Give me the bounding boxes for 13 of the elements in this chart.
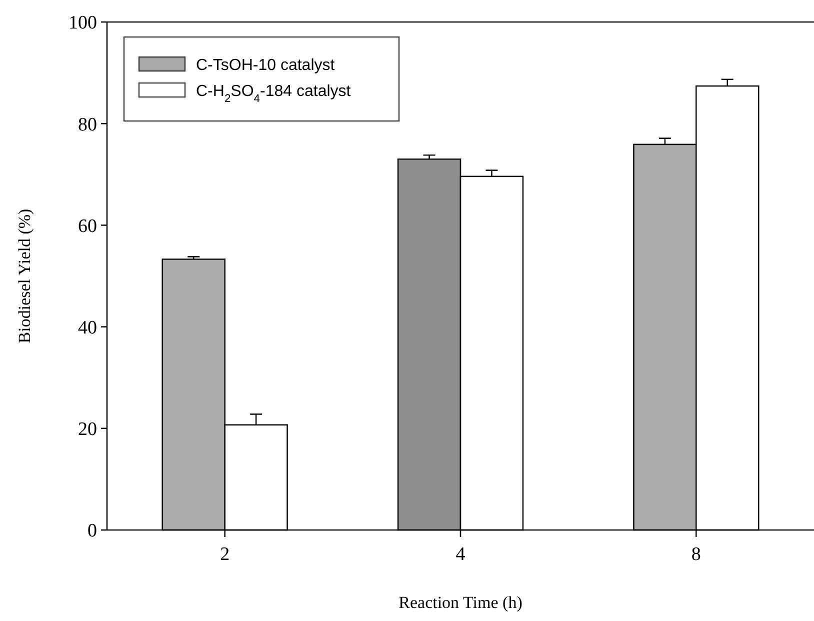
y-axis-title: Biodiesel Yield (%) xyxy=(15,208,34,344)
x-tick-label: 8 xyxy=(691,544,701,565)
legend-label: C-TsOH-10 catalyst xyxy=(196,57,336,74)
legend-label: C-H$_{2}$SO$_{4}$-184 catalyst xyxy=(196,83,352,105)
x-tick-label: 2 xyxy=(220,544,230,565)
y-tick-label: 20 xyxy=(78,419,97,440)
x-axis-title: Reaction Time (h) xyxy=(398,593,522,612)
x-tick-label: 4 xyxy=(456,544,466,565)
y-tick-label: 80 xyxy=(78,114,97,136)
y-tick-label: 100 xyxy=(68,12,97,34)
y-tick-label: 60 xyxy=(78,216,97,237)
y-tick-label: 0 xyxy=(88,520,97,542)
y-tick-label: 40 xyxy=(78,317,97,338)
